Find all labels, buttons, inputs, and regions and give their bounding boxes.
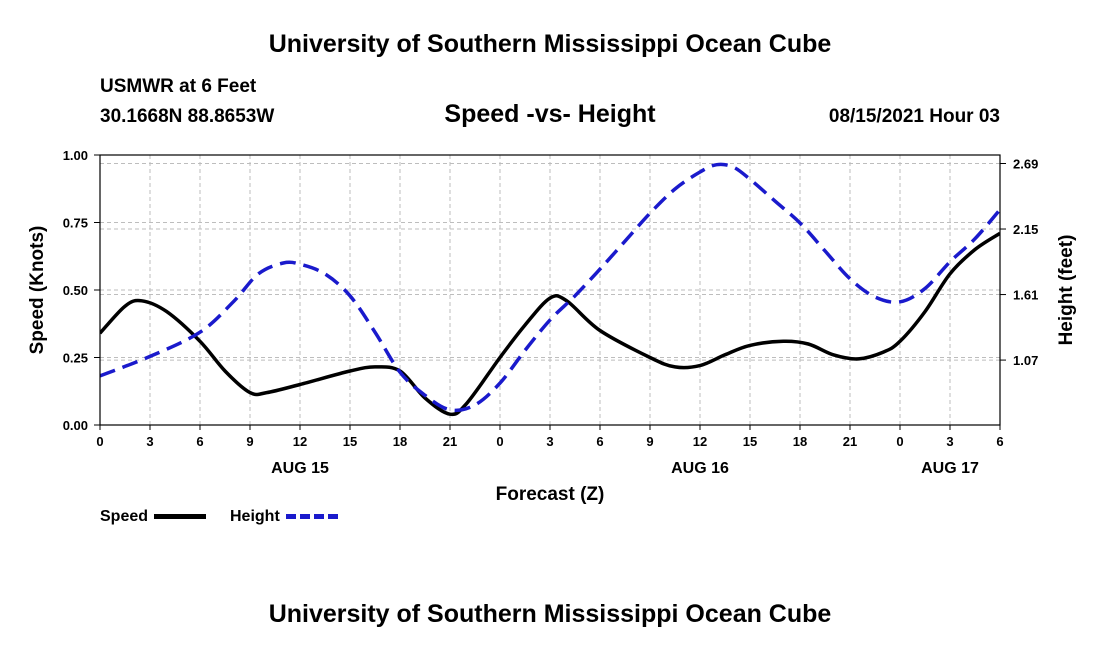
x-tick-label: 3	[946, 434, 953, 449]
y-tick-label: 0.00	[63, 418, 88, 433]
x-tick-label: 15	[743, 434, 757, 449]
station-coordinates: 30.1668N 88.8653W	[100, 106, 275, 127]
y2-tick-label: 2.69	[1013, 156, 1038, 171]
series-line-speed	[100, 231, 1000, 417]
x-axis-label: Forecast (Z)	[496, 484, 605, 505]
x-tick-label: 6	[996, 434, 1003, 449]
y-axis-label: Speed (Knots)	[27, 226, 48, 355]
legend-speed-swatch	[154, 514, 207, 520]
y2-axis-label: Height (feet)	[1056, 235, 1077, 346]
y-tick-label: 0.25	[63, 351, 88, 366]
legend-speed: Speed	[100, 508, 207, 526]
x-tick-label: 21	[843, 434, 857, 449]
y2-tick-label: 1.61	[1013, 288, 1038, 303]
x-tick-label: 9	[246, 434, 253, 449]
x-tick-label: 18	[793, 434, 807, 449]
x-tick-label: 0	[96, 434, 103, 449]
legend-height-label: Height	[230, 508, 280, 525]
x-tick-label: 3	[546, 434, 553, 449]
date-label: AUG 17	[921, 460, 979, 477]
date-label: AUG 15	[271, 460, 329, 477]
x-tick-label: 6	[596, 434, 603, 449]
chart-title: Speed -vs- Height	[444, 100, 656, 128]
x-tick-label: 0	[496, 434, 503, 449]
x-tick-label: 15	[343, 434, 357, 449]
x-tick-label: 9	[646, 434, 653, 449]
page-title: University of Southern Mississippi Ocean…	[268, 30, 832, 58]
forecast-date: 08/15/2021 Hour 03	[828, 106, 1000, 127]
y2-tick-label: 1.07	[1013, 353, 1038, 368]
y-tick-label: 0.50	[63, 283, 88, 298]
x-tick-label: 3	[146, 434, 153, 449]
x-tick-label: 21	[443, 434, 457, 449]
legend-height: Height	[230, 508, 339, 526]
x-tick-label: 0	[896, 434, 903, 449]
legend-height-swatch	[286, 514, 339, 520]
plot-frame	[99, 154, 1001, 426]
x-tick-label: 18	[393, 434, 407, 449]
y2-tick-label: 2.15	[1013, 222, 1038, 237]
date-label: AUG 16	[671, 460, 729, 477]
legend-speed-label: Speed	[100, 508, 149, 525]
y-tick-label: 1.00	[63, 148, 88, 163]
x-tick-label: 6	[196, 434, 203, 449]
x-tick-label: 12	[293, 434, 307, 449]
y-tick-label: 0.75	[63, 216, 88, 231]
footer-title: University of Southern Mississippi Ocean…	[268, 600, 832, 628]
x-tick-label: 12	[693, 434, 707, 449]
station-name: USMWR at 6 Feet	[100, 76, 257, 97]
